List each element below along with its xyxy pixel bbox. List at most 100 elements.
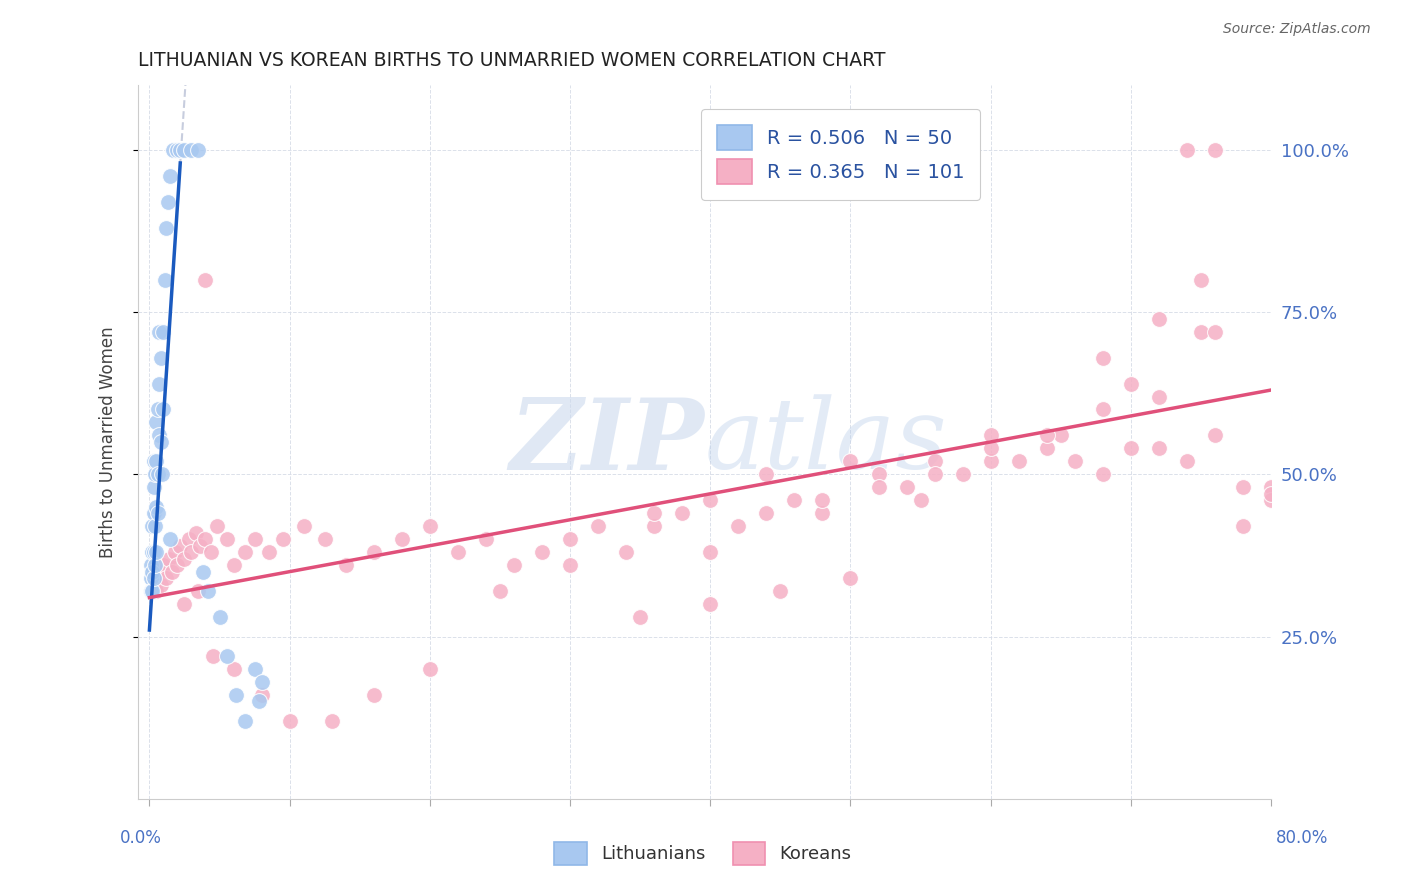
Point [811, 493, 834, 508]
Point [896, 480, 918, 494]
Point [166, 143, 188, 157]
Point [184, 525, 207, 540]
Point [868, 467, 890, 482]
Point [1175, 454, 1198, 468]
Point [145, 416, 167, 430]
Point [173, 597, 195, 611]
Point [1035, 428, 1057, 442]
Point [139, 584, 162, 599]
Point [257, 545, 280, 559]
Point [1147, 311, 1170, 326]
Point [980, 428, 1002, 442]
Point [1260, 493, 1282, 508]
Point [233, 545, 256, 559]
Point [558, 533, 581, 547]
Point [142, 454, 165, 468]
Text: LITHUANIAN VS KOREAN BIRTHS TO UNMARRIED WOMEN CORRELATION CHART: LITHUANIAN VS KOREAN BIRTHS TO UNMARRIED… [138, 51, 886, 70]
Point [187, 143, 209, 157]
Point [278, 714, 301, 728]
Point [143, 519, 166, 533]
Point [243, 533, 266, 547]
Point [1119, 376, 1142, 391]
Point [614, 545, 637, 559]
Point [200, 545, 222, 559]
Point [811, 506, 834, 520]
Point [628, 610, 651, 624]
Point [980, 442, 1002, 456]
Point [1063, 454, 1085, 468]
Point [363, 688, 385, 702]
Point [250, 688, 273, 702]
Point [155, 220, 177, 235]
Point [1091, 351, 1114, 365]
Legend: R = 0.506   N = 50, R = 0.365   N = 101: R = 0.506 N = 50, R = 0.365 N = 101 [702, 109, 980, 200]
Point [247, 694, 270, 708]
Point [173, 551, 195, 566]
Point [145, 500, 167, 514]
Point [271, 533, 294, 547]
Point [1232, 519, 1254, 533]
Point [292, 519, 315, 533]
Point [222, 662, 245, 676]
Point [191, 565, 214, 579]
Point [157, 551, 180, 566]
Point [166, 558, 188, 573]
Point [142, 571, 165, 585]
Point [699, 493, 721, 508]
Point [197, 584, 219, 599]
Point [643, 506, 665, 520]
Point [980, 454, 1002, 468]
Point [1147, 442, 1170, 456]
Point [152, 325, 174, 339]
Point [699, 545, 721, 559]
Point [475, 533, 498, 547]
Point [180, 143, 202, 157]
Text: 80.0%: 80.0% [1277, 829, 1329, 847]
Point [145, 584, 167, 599]
Point [141, 519, 163, 533]
Point [150, 467, 173, 482]
Point [145, 454, 167, 468]
Point [148, 376, 170, 391]
Point [145, 545, 167, 559]
Point [169, 143, 191, 157]
Point [148, 325, 170, 339]
Point [783, 493, 806, 508]
Text: atlas: atlas [704, 394, 948, 490]
Point [839, 571, 862, 585]
Point [208, 610, 231, 624]
Point [1091, 467, 1114, 482]
Point [222, 558, 245, 573]
Point [143, 558, 166, 573]
Point [215, 648, 238, 663]
Point [142, 506, 165, 520]
Point [188, 539, 211, 553]
Point [586, 519, 609, 533]
Point [503, 558, 526, 573]
Point [1189, 325, 1212, 339]
Point [769, 584, 792, 599]
Point [205, 519, 228, 533]
Point [163, 545, 186, 559]
Point [1175, 143, 1198, 157]
Point [755, 467, 778, 482]
Point [146, 506, 169, 520]
Legend: Lithuanians, Koreans: Lithuanians, Koreans [547, 835, 859, 872]
Point [924, 454, 946, 468]
Text: Source: ZipAtlas.com: Source: ZipAtlas.com [1223, 22, 1371, 37]
Point [160, 565, 183, 579]
Point [159, 169, 181, 183]
Point [419, 519, 441, 533]
Point [233, 714, 256, 728]
Point [868, 480, 890, 494]
Point [643, 519, 665, 533]
Point [558, 558, 581, 573]
Point [243, 662, 266, 676]
Point [180, 545, 202, 559]
Point [755, 506, 778, 520]
Point [141, 545, 163, 559]
Point [924, 467, 946, 482]
Point [142, 480, 165, 494]
Point [447, 545, 470, 559]
Point [194, 533, 217, 547]
